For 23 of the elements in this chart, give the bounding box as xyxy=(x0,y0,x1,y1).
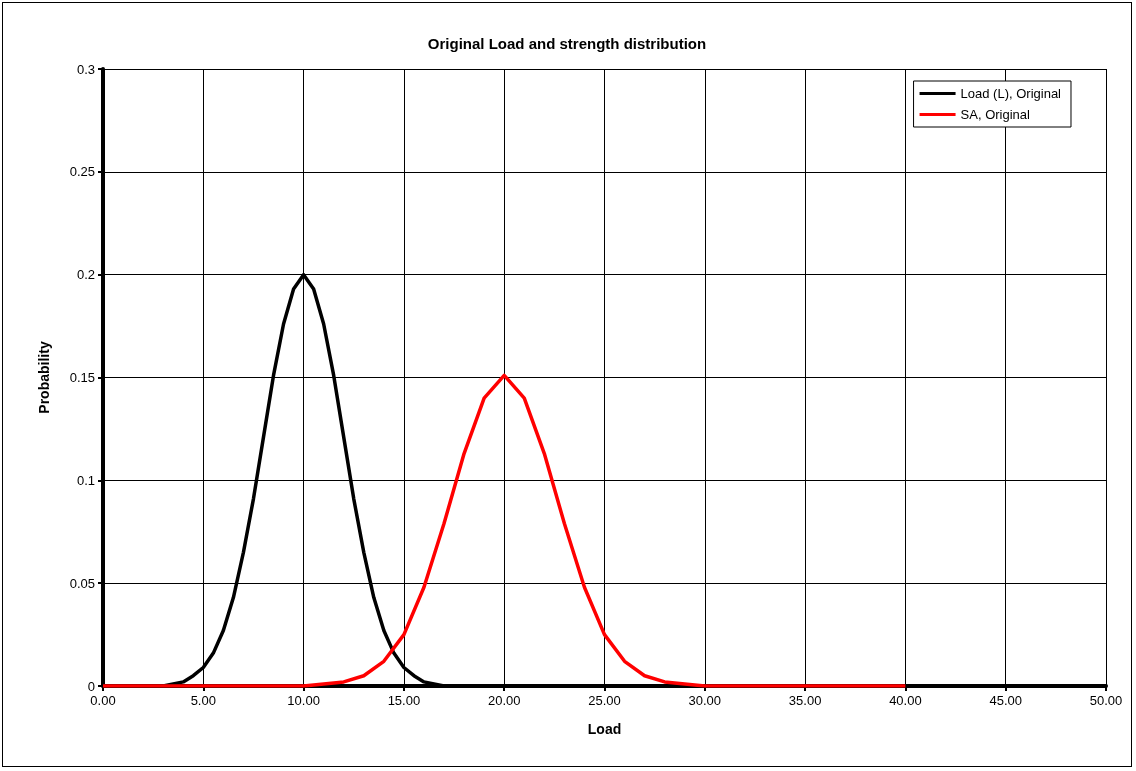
x-tick-label: 15.00 xyxy=(387,693,421,708)
x-tick-label: 40.00 xyxy=(889,693,922,708)
y-tick-label: 0.25 xyxy=(69,164,95,180)
y-tick-label: 0 xyxy=(87,678,95,694)
x-tick-label: 20.00 xyxy=(487,693,521,708)
x-axis-title: Load xyxy=(587,721,622,737)
x-tick-label: 30.00 xyxy=(688,693,722,708)
x-tick-label: 10.00 xyxy=(287,693,320,708)
y-tick-label: 0.3 xyxy=(76,61,95,77)
x-tick-label: 25.00 xyxy=(588,693,621,708)
y-axis-title: Probability xyxy=(36,341,52,414)
chart-title: Original Load and strength distribution xyxy=(427,35,707,52)
x-tick-label: 0.00 xyxy=(90,693,116,708)
y-tick-label: 0.1 xyxy=(76,472,95,488)
y-tick-label: 0.2 xyxy=(76,267,95,283)
legend-label: Load (L), Original xyxy=(960,86,1062,101)
y-tick-label: 0.15 xyxy=(69,370,95,385)
x-tick-label: 35.00 xyxy=(788,693,822,708)
x-tick-label: 5.00 xyxy=(190,693,216,708)
x-tick-label: 50.00 xyxy=(1089,693,1123,708)
x-tick-label: 45.00 xyxy=(989,693,1022,708)
y-tick-label: 0.05 xyxy=(69,575,95,591)
legend-label: SA, Original xyxy=(960,107,1031,122)
